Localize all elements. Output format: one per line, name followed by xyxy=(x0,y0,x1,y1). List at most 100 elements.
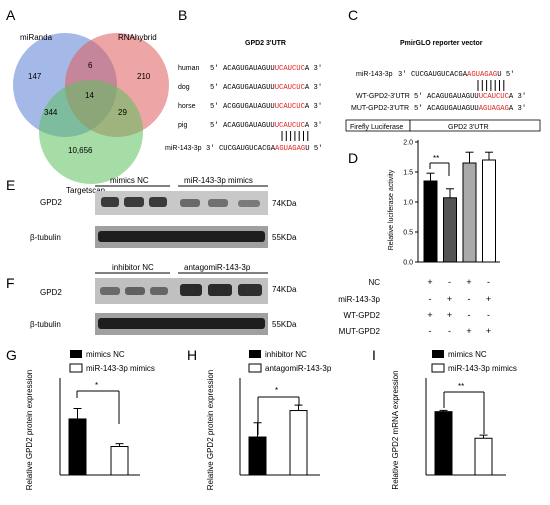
condition-sign: + xyxy=(466,326,471,336)
venn-set-label-miranda: miRanda xyxy=(20,33,53,42)
vector-label-luciferase: Firefly Luciferase xyxy=(350,124,403,131)
chart-i-bars xyxy=(434,409,493,476)
species-label-pig: pig xyxy=(178,122,187,129)
condition-sign: - xyxy=(448,326,451,336)
panel-label-a: A xyxy=(6,7,16,23)
condition-sign: + xyxy=(486,326,491,336)
chart-g-sig: * xyxy=(95,381,98,390)
chart-h-ylabel: Relative GPD2 protein expression xyxy=(206,370,215,491)
bar xyxy=(289,410,308,476)
legend-h-label-2: antagomiR-143-3p xyxy=(265,364,332,373)
species-label-horse: horse xyxy=(178,103,196,110)
mirna-label-b: miR-143-3p xyxy=(165,145,202,152)
legend-g-label-2: miR-143-3p mimics xyxy=(86,364,155,373)
blot-f-row-label-gpd2: GPD2 xyxy=(40,288,62,297)
chart-d-ylabel: Relative luciferase activity xyxy=(388,169,395,250)
seq-mirna-b: 3' CUCGAUGUCACGAAGUAGAGU 5' xyxy=(206,145,322,153)
blot-f-row-label-tubulin: β-tubulin xyxy=(30,320,61,329)
y-tick-label: 1.5 xyxy=(403,170,413,177)
wt-utr-label: WT-GPD2-3'UTR xyxy=(356,93,410,100)
panel-c-title: PmirGLO reporter vector xyxy=(400,40,483,47)
chart-g-ylabel: Relative GPD2 protein expression xyxy=(25,370,34,491)
mirna-label-c: miR-143-3p xyxy=(356,71,393,78)
panel-b: B GPD2 3'UTR human 5' ACAGUGAUAGUUUCAUCU… xyxy=(165,7,322,153)
legend-i-label-1: mimics NC xyxy=(448,350,487,359)
panel-label-i: I xyxy=(372,347,376,363)
blot-e-row-label-tubulin: β-tubulin xyxy=(30,233,61,242)
legend-g-swatch-1 xyxy=(70,350,82,358)
chart-i-sig-bracket xyxy=(443,391,485,434)
venn-circle-targetscan xyxy=(39,80,143,184)
panel-f: F inhibitor NC antagomiR-143-3p GPD2 74K… xyxy=(6,263,297,335)
panel-h: H inhibitor NC antagomiR-143-3p Relative… xyxy=(187,347,332,490)
condition-sign: + xyxy=(427,277,432,287)
venn-count-rnahybrid-only: 210 xyxy=(137,72,151,81)
blot-e-group-2: miR-143-3p mimics xyxy=(184,176,253,185)
chart-h-sig-bracket xyxy=(257,396,300,435)
blot-f-group-2: antagomiR-143-3p xyxy=(184,263,251,272)
panel-label-f: F xyxy=(6,275,15,291)
condition-sign: + xyxy=(427,310,432,320)
blot-e-group-1: mimics NC xyxy=(110,176,149,185)
bar xyxy=(474,437,493,476)
blot-e-size-gpd2: 74KDa xyxy=(272,199,297,208)
cond-label-mir: miR-143-3p xyxy=(338,295,380,304)
chart-i-sig: ** xyxy=(458,382,464,391)
blot-f-gpd2-band xyxy=(125,287,145,295)
species-label-human: human xyxy=(178,65,200,72)
panel-a: A miRanda RNAhybrid Targetscan 147 210 6… xyxy=(6,7,169,195)
chart-g-bars xyxy=(68,408,129,476)
venn-count-miranda-only: 147 xyxy=(28,72,42,81)
panel-c: C PmirGLO reporter vector miR-143-3p 3' … xyxy=(345,7,541,132)
blot-e-gpd2-band xyxy=(149,197,167,207)
legend-i-label-2: miR-143-3p mimics xyxy=(448,364,517,373)
blot-f-tubulin-band xyxy=(98,318,265,329)
venn-set-label-rnahybrid: RNAhybrid xyxy=(118,33,157,42)
blot-e-gpd2-band xyxy=(180,199,200,207)
cond-label-mut: MUT-GPD2 xyxy=(339,327,381,336)
panel-label-b: B xyxy=(178,7,187,23)
condition-sign: + xyxy=(447,294,452,304)
chart-g-sig-bracket xyxy=(76,390,120,424)
seq-dog: 5' ACAGUGAUAGUUUCAUCUCA 3' xyxy=(210,84,322,92)
venn-count-miranda-targetscan: 344 xyxy=(44,108,58,117)
y-tick-label: 0.0 xyxy=(403,260,413,267)
condition-sign: - xyxy=(429,326,432,336)
chart-d-bars xyxy=(423,151,496,263)
vector-box-utr xyxy=(409,119,541,132)
bar xyxy=(434,411,453,476)
mut-utr-label: MUT-GPD2-3'UTR xyxy=(351,105,409,112)
panel-label-d: D xyxy=(348,150,358,166)
blot-f-gpd2-band xyxy=(238,284,262,296)
bar xyxy=(423,180,438,263)
blot-e-gpd2-band xyxy=(124,197,144,207)
blot-f-size-tubulin: 55KDa xyxy=(272,320,297,329)
chart-h-sig: * xyxy=(275,386,278,395)
condition-sign: + xyxy=(486,294,491,304)
pairing-lines-c xyxy=(477,80,505,91)
condition-sign: + xyxy=(466,277,471,287)
pairing-lines-b xyxy=(281,131,309,141)
blot-e-size-tubulin: 55KDa xyxy=(272,233,297,242)
condition-sign: - xyxy=(468,294,471,304)
panel-b-title: GPD2 3'UTR xyxy=(245,40,286,47)
blot-e-tubulin-band xyxy=(98,231,265,242)
blot-f-group-1: inhibitor NC xyxy=(112,263,154,272)
panel-label-h: H xyxy=(187,347,197,363)
chart-d-sig-bracket xyxy=(429,162,450,176)
venn-count-targetscan-only: 10,656 xyxy=(68,146,93,155)
blot-f-gpd2-band xyxy=(150,287,168,295)
blot-f-size-gpd2: 74KDa xyxy=(272,285,297,294)
blot-e-gpd2-band xyxy=(101,197,119,207)
legend-i-swatch-2 xyxy=(431,363,445,373)
venn-count-all-three: 14 xyxy=(85,91,94,100)
legend-g-swatch-2 xyxy=(69,363,83,373)
seq-mirna-c: 3' CUCGAUGUCACGAAGUAGAGU 5' xyxy=(398,71,514,79)
bar xyxy=(482,159,496,263)
bar xyxy=(68,418,87,476)
vector-label-utr: GPD2 3'UTR xyxy=(448,124,489,131)
condition-sign: - xyxy=(468,310,471,320)
y-tick-label: 0.5 xyxy=(403,230,413,237)
venn-count-rnahybrid-targetscan: 29 xyxy=(118,108,127,117)
